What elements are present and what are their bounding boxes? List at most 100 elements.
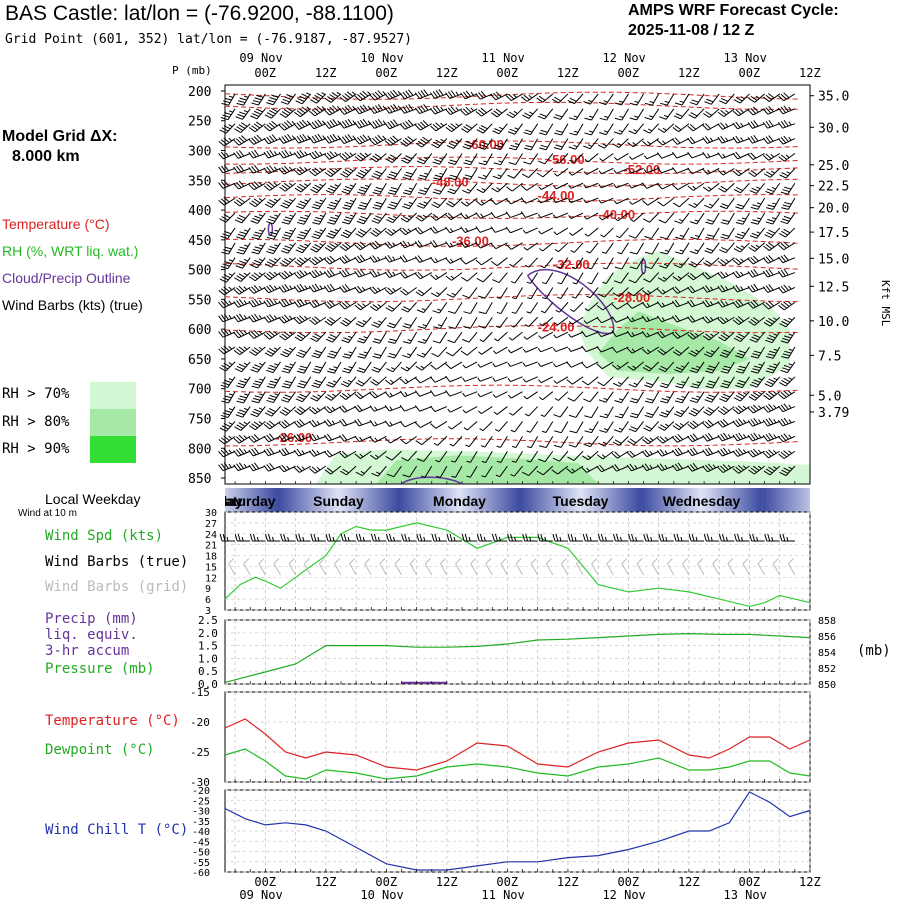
wind-barb-flag xyxy=(719,354,727,358)
wind-barb-flag xyxy=(280,204,288,209)
wind-barb-staff xyxy=(479,227,493,233)
wind-barb xyxy=(583,391,599,403)
wind-barb-flag xyxy=(688,263,696,268)
wind-barb-flag xyxy=(781,230,788,236)
wind-barb-halfflag xyxy=(528,94,533,99)
surface-wind-barb-true xyxy=(734,533,750,542)
wind-barb-staff xyxy=(692,287,705,294)
wind-barb-flag xyxy=(677,462,683,469)
wind-barb-flag xyxy=(266,250,274,255)
wind-barb-halfflag xyxy=(367,91,371,95)
wind-barb-flag xyxy=(765,370,773,374)
wind-barb-flag xyxy=(342,221,350,225)
wind-barb-flag xyxy=(765,434,771,441)
wind-barb-flag xyxy=(311,270,318,277)
wind-barb-flag xyxy=(329,230,337,234)
wind-barb xyxy=(479,331,493,343)
wind-barb-halfflag xyxy=(405,366,410,370)
wind-barb-halfflag xyxy=(725,137,729,142)
wind-barb xyxy=(659,406,675,418)
wind-barb xyxy=(416,346,433,358)
wind-barb-flag xyxy=(763,96,770,102)
wind-barb-flag xyxy=(417,191,426,195)
wind-barb-halfflag xyxy=(633,382,638,386)
wind-barb-staff xyxy=(464,391,478,397)
wind-barb xyxy=(568,316,584,325)
surface-wind-barb-true-flag xyxy=(615,533,619,542)
wind-barb-flag xyxy=(299,244,307,249)
wind-barb xyxy=(628,272,644,284)
wind-barb xyxy=(747,283,765,293)
wind-barb-flag xyxy=(296,334,304,340)
wind-barb xyxy=(645,391,660,404)
wind-barb xyxy=(569,421,584,434)
wind-barb-flag xyxy=(278,137,284,144)
wind-barb-flag xyxy=(280,101,288,105)
wind-barb-flag xyxy=(630,426,638,430)
wind-barb-staff xyxy=(404,108,417,114)
wind-barb-flag xyxy=(492,175,500,180)
wind-barb-halfflag xyxy=(478,410,482,414)
wind-barb-staff xyxy=(485,450,493,463)
wind-barb-halfflag xyxy=(661,289,666,293)
wind-barb-flag xyxy=(339,419,345,427)
wind-barb-staff xyxy=(470,153,478,165)
wind-barb-staff xyxy=(449,376,463,383)
wind-barb xyxy=(233,462,251,472)
wind-barb-flag xyxy=(374,227,382,233)
wind-barb xyxy=(568,406,584,418)
wind-barb-halfflag xyxy=(788,317,793,321)
weekday-band xyxy=(520,488,642,512)
wind-barb xyxy=(733,242,750,253)
wind-barb xyxy=(248,298,266,308)
wind-barb-flag xyxy=(738,448,744,455)
wind-barb xyxy=(628,227,644,239)
wind-barb-staff xyxy=(223,450,236,458)
wind-barb-flag xyxy=(402,288,409,294)
wind-barb-staff xyxy=(363,331,372,344)
surface-wind-barb-true-flag xyxy=(491,533,495,542)
wind-barb-halfflag xyxy=(321,106,326,110)
wind-barb xyxy=(672,182,690,191)
wind-barb xyxy=(717,464,735,473)
wind-barb xyxy=(526,302,539,314)
wind-barb-staff xyxy=(666,93,675,106)
wind-barb-staff xyxy=(767,287,780,293)
wind-barb-flag xyxy=(401,457,409,462)
wind-barb-flag xyxy=(220,181,227,188)
wind-barb-flag xyxy=(254,408,262,413)
wind-barb-staff xyxy=(253,435,266,443)
wind-barb-staff xyxy=(358,272,372,278)
wind-barb-staff xyxy=(498,272,508,283)
wind-barb-flag xyxy=(252,113,260,117)
wind-barb-halfflag xyxy=(258,421,263,425)
wind-barb xyxy=(220,227,236,240)
wind-barb-halfflag xyxy=(568,198,572,203)
wind-barb-flag xyxy=(762,155,770,161)
wind-barb-halfflag xyxy=(288,331,293,335)
wind-barb xyxy=(264,197,281,208)
wind-barb-flag xyxy=(377,90,384,97)
surface-wind-barb-true-halfflag xyxy=(680,536,683,542)
wind-barb-flag xyxy=(251,423,258,429)
wind-barb-flag xyxy=(735,186,743,192)
wind-barb xyxy=(218,180,236,189)
wind-barb-flag xyxy=(738,350,746,354)
surface-wind-barb-grid-flag xyxy=(576,558,582,565)
wind-barb xyxy=(496,450,508,463)
wind-barb-flag xyxy=(780,369,788,374)
wind-barb-staff xyxy=(374,242,387,250)
wind-barb xyxy=(554,421,569,434)
wind-barb-halfflag xyxy=(537,362,542,367)
surface-wind-barb-grid-flag xyxy=(621,558,628,565)
surface-wind-barb-grid xyxy=(576,558,584,576)
wind-barb-flag xyxy=(703,411,710,416)
wind-barb-flag xyxy=(705,333,712,339)
wind-barb-flag xyxy=(326,235,334,239)
wind-barb-halfflag xyxy=(377,287,381,292)
wind-barb-flag xyxy=(327,187,335,192)
wind-barb-staff xyxy=(286,346,296,358)
wind-barb-halfflag xyxy=(598,216,603,221)
wind-barb-flag xyxy=(375,215,383,220)
wind-barb-flag xyxy=(329,134,335,142)
